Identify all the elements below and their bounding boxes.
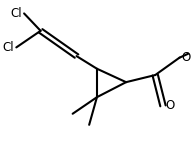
Text: O: O [181,51,191,64]
Text: Cl: Cl [3,41,14,54]
Text: O: O [165,99,174,112]
Text: Cl: Cl [11,7,22,20]
